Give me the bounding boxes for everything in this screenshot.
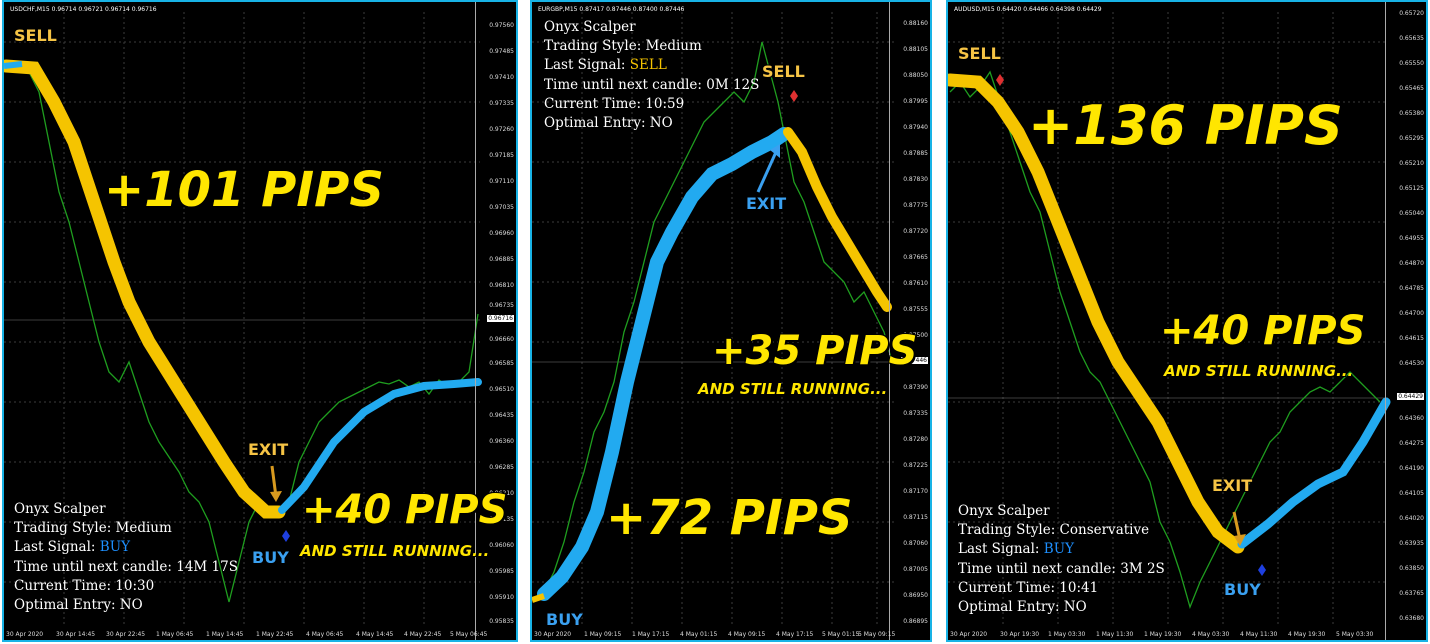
optimal-entry: Optimal Entry: NO xyxy=(544,115,673,132)
exit-tag: EXIT xyxy=(1212,476,1253,495)
candle-timer: Time until next candle: 0M 12S xyxy=(544,76,760,93)
pips-gain-label: +101 PIPS xyxy=(104,162,384,218)
chart-panel-eurgbp[interactable]: EURGBP,M15 0.87417 0.87446 0.87400 0.874… xyxy=(530,0,932,642)
indicator-info-box: Onyx Scalper Trading Style: Conservative… xyxy=(958,502,1165,617)
candle-timer: Time until next candle: 3M 2S xyxy=(958,560,1165,577)
still-running-label: AND STILL RUNNING... xyxy=(698,380,888,398)
chart-canvas xyxy=(4,12,482,627)
still-running-label: AND STILL RUNNING... xyxy=(300,542,490,560)
last-signal: Last Signal: BUY xyxy=(14,539,130,556)
last-signal: Last Signal: SELL xyxy=(544,57,667,74)
sell-band xyxy=(948,73,1245,554)
candle-timer: Time until next candle: 14M 17S xyxy=(14,558,238,575)
pips-running-label: +40 PIPS xyxy=(1160,308,1366,354)
price-axis: 0.97560 0.97485 0.97410 0.97335 0.97260 … xyxy=(475,2,516,640)
price-line xyxy=(949,70,1381,610)
sell-tag: SELL xyxy=(762,62,805,81)
pips-gain-label: +72 PIPS xyxy=(606,490,853,546)
optimal-entry: Optimal Entry: NO xyxy=(958,599,1087,616)
still-running-label: AND STILL RUNNING... xyxy=(1164,362,1354,380)
current-price-tag: 0.96716 xyxy=(487,315,514,322)
chart-canvas xyxy=(948,12,1391,627)
symbol-header: AUDUSD,M15 0.64420 0.64466 0.64398 0.644… xyxy=(954,6,1102,13)
pips-running-label: +40 PIPS xyxy=(302,487,508,533)
sell-band xyxy=(783,127,892,312)
buy-band xyxy=(1237,397,1391,549)
symbol-header: USDCHF,M15 0.96714 0.96721 0.96714 0.967… xyxy=(10,6,157,13)
price-axis: 0.65720 0.65635 0.65550 0.65465 0.65380 … xyxy=(1385,2,1426,640)
buy-tag: BUY xyxy=(546,610,583,629)
pips-running-label: +35 PIPS xyxy=(712,328,918,374)
price-line xyxy=(533,41,893,603)
sell-tag: SELL xyxy=(958,44,1001,63)
sell-band xyxy=(4,59,286,519)
current-time: Current Time: 10:41 xyxy=(958,579,1099,596)
optimal-entry: Optimal Entry: NO xyxy=(14,597,143,614)
price-line xyxy=(5,61,479,603)
buy-band xyxy=(537,127,791,601)
symbol-header: EURGBP,M15 0.87417 0.87446 0.87400 0.874… xyxy=(538,6,685,13)
indicator-name: Onyx Scalper xyxy=(544,19,636,35)
current-price-tag: 0.64429 xyxy=(1397,393,1424,400)
exit-tag: EXIT xyxy=(248,440,289,459)
price-axis: 0.88160 0.88105 0.88050 0.87995 0.87940 … xyxy=(889,2,930,640)
trading-style: Trading Style: Medium xyxy=(14,520,172,537)
exit-tag: EXIT xyxy=(746,194,787,213)
trading-style: Trading Style: Conservative xyxy=(958,522,1150,539)
trading-style: Trading Style: Medium xyxy=(544,38,702,55)
indicator-info-box: Onyx Scalper Trading Style: Medium Last … xyxy=(544,18,759,133)
buy-tag: BUY xyxy=(252,548,289,567)
pips-gain-label: +136 PIPS xyxy=(1028,94,1343,157)
chart-panel-usdchf[interactable]: USDCHF,M15 0.96714 0.96721 0.96714 0.967… xyxy=(2,0,518,642)
indicator-name: Onyx Scalper xyxy=(958,503,1050,519)
current-time: Current Time: 10:59 xyxy=(544,95,685,112)
last-signal: Last Signal: BUY xyxy=(958,541,1074,558)
chart-panel-audusd[interactable]: AUDUSD,M15 0.64420 0.64466 0.64398 0.644… xyxy=(946,0,1428,642)
sell-tag: SELL xyxy=(14,26,57,45)
buy-tag: BUY xyxy=(1224,580,1261,599)
current-time: Current Time: 10:30 xyxy=(14,577,155,594)
indicator-info-box: Onyx Scalper Trading Style: Medium Last … xyxy=(14,500,238,615)
chart-canvas xyxy=(532,12,894,627)
buy-band xyxy=(278,378,482,514)
indicator-name: Onyx Scalper xyxy=(14,501,106,517)
current-price-tag: 0.87446 xyxy=(901,357,928,364)
